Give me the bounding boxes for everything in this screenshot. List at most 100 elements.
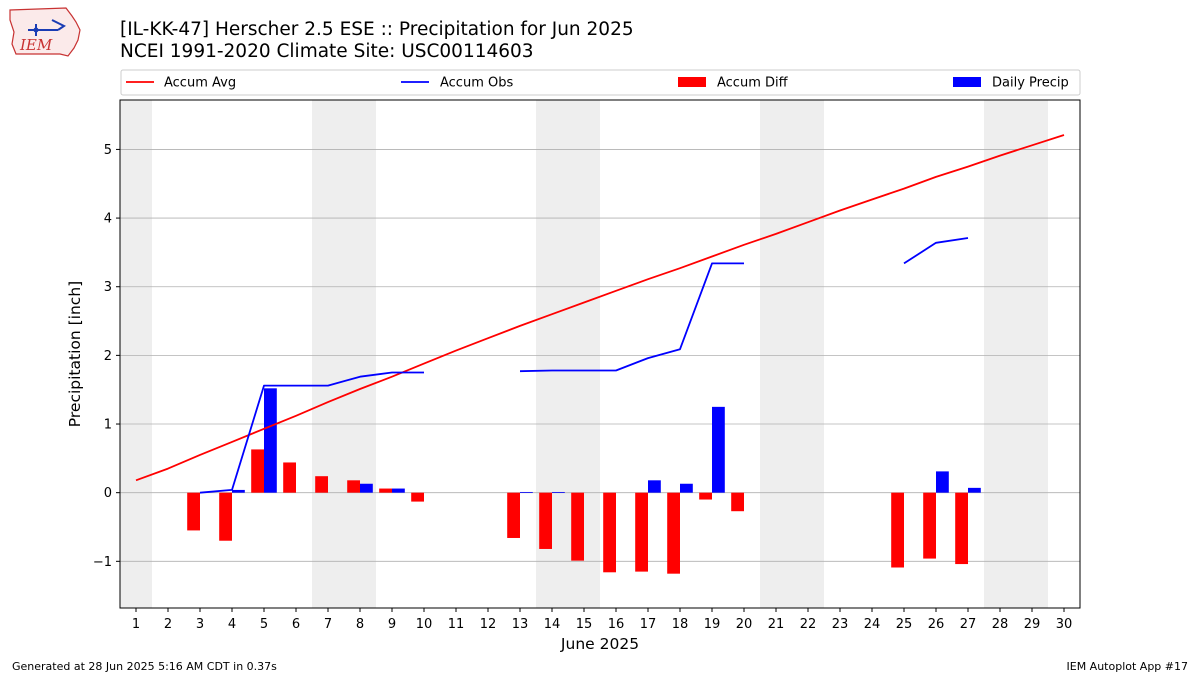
x-tick-label: 10: [416, 617, 433, 632]
x-tick-label: 20: [736, 617, 753, 632]
x-tick-label: 19: [704, 617, 721, 632]
chart-title: [IL-KK-47] Herscher 2.5 ESE :: Precipita…: [120, 19, 634, 40]
daily-precip-bar-day-13: [520, 491, 533, 493]
x-tick-label: 21: [768, 617, 785, 632]
logo-text: IEM: [19, 36, 53, 54]
x-tick-label: 26: [928, 617, 945, 632]
x-tick-label: 7: [324, 617, 332, 632]
accum-diff-bar-day-27: [955, 492, 968, 565]
x-tick-label: 11: [448, 617, 465, 632]
accum-diff-bar-day-8: [347, 480, 360, 493]
accum-obs-line: [519, 262, 744, 373]
weekend-band-day-28: [984, 100, 1016, 608]
daily-precip-bar-day-17: [648, 480, 661, 493]
accum-obs-line: [199, 371, 424, 494]
x-tick-label: 24: [864, 617, 881, 632]
y-tick-label: 3: [104, 280, 112, 295]
accum-diff-bar-day-7: [315, 476, 328, 493]
y-tick-label: 2: [104, 349, 112, 364]
accum-diff-bar-day-19: [699, 492, 712, 500]
daily-precip-bar-day-8: [360, 483, 373, 493]
accum-diff-bar-day-15: [571, 492, 584, 561]
legend: Accum Avg Accum Obs Accum Diff Daily Pre…: [120, 69, 1081, 96]
plot-frame: [119, 99, 1081, 609]
bars: [187, 388, 981, 574]
x-tick-label: 29: [1024, 617, 1041, 632]
x-tick-label: 15: [576, 617, 593, 632]
x-tick-label: 25: [896, 617, 913, 632]
daily-precip-bar-day-26: [936, 471, 949, 493]
accum-diff-bar-day-5: [251, 449, 264, 493]
y-tick-label: −1: [93, 555, 112, 570]
iem-logo: IEM: [9, 7, 81, 57]
weekend-band-day-22: [792, 100, 824, 608]
series-lines: [135, 134, 1065, 494]
x-tick-label: 5: [260, 617, 268, 632]
daily-precip-bar-day-5: [264, 388, 277, 493]
y-axis-ticks: −1 0 1 2 3 4 5: [93, 143, 120, 570]
x-tick-label: 17: [640, 617, 657, 632]
x-tick-label: 30: [1056, 617, 1073, 632]
x-tick-label: 3: [196, 617, 204, 632]
footer-app: IEM Autoplot App #17: [1066, 660, 1189, 673]
x-tick-label: 18: [672, 617, 689, 632]
weekend-shading: [120, 100, 1048, 608]
daily-precip-bar-day-4: [232, 489, 245, 493]
x-tick-label: 2: [164, 617, 172, 632]
x-tick-label: 27: [960, 617, 977, 632]
legend-label-daily-precip: Daily Precip: [992, 76, 1069, 91]
legend-label-accum-obs: Accum Obs: [440, 76, 513, 91]
accum-diff-bar-day-20: [731, 492, 744, 512]
legend-label-accum-avg: Accum Avg: [164, 76, 236, 91]
accum-avg-line: [135, 134, 1065, 482]
daily-precip-bar-day-19: [712, 406, 725, 493]
weekend-band-day-29: [1016, 100, 1048, 608]
daily-precip-bar-day-27: [968, 487, 981, 493]
x-axis-ticks: 1 2 3 4 5 6 7 8 9 10 11 12 13 14 15 16 17 18 19 20 21 22 23 24 2…: [132, 608, 1072, 632]
x-tick-label: 16: [608, 617, 625, 632]
accum-diff-bar-day-14: [539, 492, 552, 549]
x-tick-label: 8: [356, 617, 364, 632]
legend-swatch-accum-diff: [678, 77, 706, 87]
precipitation-chart: [IL-KK-47] Herscher 2.5 ESE :: Precipita…: [66, 19, 1081, 653]
x-tick-label: 28: [992, 617, 1009, 632]
y-gridlines: [120, 149, 1080, 562]
iowa-outline-icon: [9, 7, 81, 57]
x-axis-label: June 2025: [560, 635, 639, 653]
x-tick-label: 9: [388, 617, 396, 632]
y-tick-label: 4: [104, 212, 112, 227]
x-tick-label: 13: [512, 617, 529, 632]
y-tick-label: 0: [104, 486, 112, 501]
weekend-band-day-21: [760, 100, 792, 608]
legend-label-accum-diff: Accum Diff: [717, 76, 789, 91]
y-tick-label: 5: [104, 143, 112, 158]
weekend-band-day-8: [344, 100, 376, 608]
x-tick-label: 4: [228, 617, 236, 632]
accum-diff-bar-day-16: [603, 492, 616, 573]
accum-diff-bar-day-10: [411, 492, 424, 502]
accum-diff-bar-day-26: [923, 492, 936, 559]
accum-obs-line: [903, 237, 969, 265]
accum-diff-bar-day-18: [667, 492, 680, 574]
legend-frame: [120, 69, 1081, 96]
y-tick-label: 1: [104, 418, 112, 433]
accum-diff-bar-day-17: [635, 492, 648, 572]
weekend-band-day-1: [120, 100, 152, 608]
x-tick-label: 22: [800, 617, 817, 632]
footer-generated: Generated at 28 Jun 2025 5:16 AM CDT in …: [12, 660, 277, 673]
daily-precip-bar-day-9: [392, 488, 405, 493]
accum-diff-bar-day-25: [891, 492, 904, 568]
legend-swatch-daily-precip: [953, 77, 981, 87]
x-tick-label: 23: [832, 617, 849, 632]
y-axis-label: Precipitation [inch]: [66, 281, 84, 427]
daily-precip-bar-day-14: [552, 491, 565, 493]
chart-subtitle: NCEI 1991-2020 Climate Site: USC00114603: [120, 41, 534, 62]
accum-diff-bar-day-3: [187, 492, 200, 531]
x-tick-label: 14: [544, 617, 561, 632]
accum-diff-bar-day-13: [507, 492, 520, 538]
x-tick-label: 1: [132, 617, 140, 632]
accum-diff-bar-day-9: [379, 488, 392, 493]
accum-diff-bar-day-6: [283, 462, 296, 493]
accum-diff-bar-day-4: [219, 492, 232, 541]
weekend-band-day-7: [312, 100, 344, 608]
